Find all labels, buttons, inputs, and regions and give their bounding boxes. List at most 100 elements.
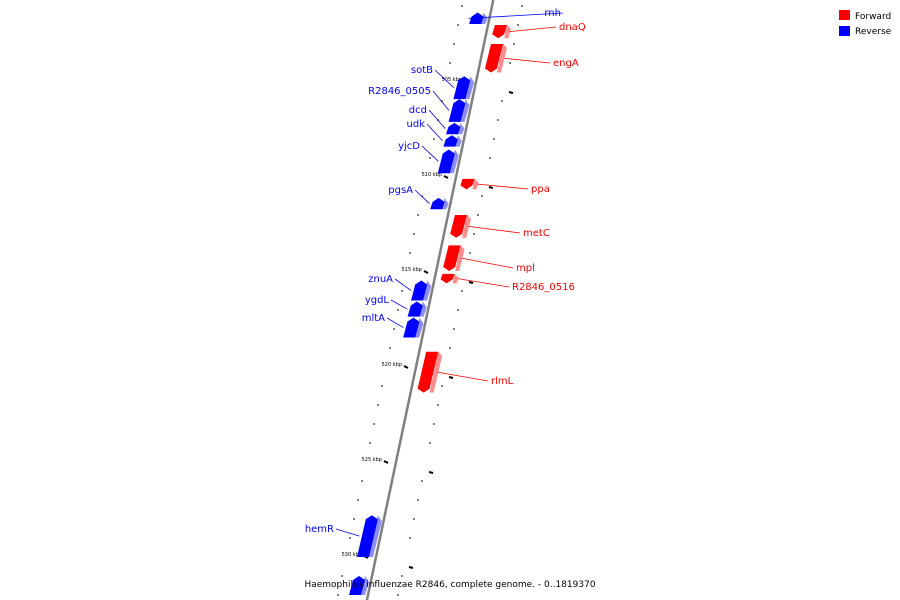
gene-label: ppa <box>531 184 550 195</box>
gene-block-side <box>449 149 459 174</box>
legend-forward-label: Forward <box>855 12 891 22</box>
gene-block-side <box>472 178 479 190</box>
gene-ygdL <box>407 301 427 317</box>
legend-reverse-swatch <box>839 26 850 36</box>
gene-label: mltA <box>362 313 385 324</box>
gene-block-side <box>369 515 382 557</box>
gene-block-side <box>455 245 465 272</box>
major-tick <box>468 281 474 284</box>
gene-block-side <box>462 215 472 238</box>
gene-block <box>450 215 468 238</box>
legend-forward-swatch <box>839 10 850 20</box>
tick-label: 510 kbp <box>422 172 442 178</box>
gene-block <box>349 576 366 595</box>
gene-block <box>437 149 455 174</box>
gene-label-leader <box>335 528 360 537</box>
gene-label-leader <box>434 69 455 88</box>
gene-ppa <box>460 178 479 190</box>
gene-label: udk <box>407 119 426 130</box>
gene-label: rnh <box>544 8 561 19</box>
gene-block-side <box>423 280 432 301</box>
gene-block <box>469 12 484 25</box>
gene-block <box>446 122 461 135</box>
gene-block <box>411 280 428 301</box>
major-tick <box>403 365 409 369</box>
tick-label: 505 kbp <box>442 77 462 83</box>
tick-label: 520 kbp <box>382 362 402 368</box>
gene-label-leader <box>386 317 404 328</box>
gene-R2846_0516 <box>440 273 459 284</box>
gene-label: yjcD <box>398 141 420 152</box>
major-tick <box>488 186 494 189</box>
genome-backbone <box>365 0 495 600</box>
gene-block-side <box>419 301 427 317</box>
legend: Forward Reverse <box>839 10 892 37</box>
gene-block <box>460 178 475 190</box>
gene-label-leader <box>468 12 564 19</box>
gene-pgsA <box>430 197 449 210</box>
gene-block-side <box>481 12 488 25</box>
minor-ticks <box>337 5 523 596</box>
gene-label-leader <box>509 26 557 33</box>
gene-block <box>448 99 466 122</box>
gene-hemR <box>357 515 382 557</box>
gene-label-leader <box>428 109 446 129</box>
gene-label-leader <box>461 257 514 269</box>
gene-label: znuA <box>368 274 393 285</box>
tick-label: 525 kbp <box>362 457 382 463</box>
gene-engA <box>484 44 507 73</box>
gene-label: dcd <box>409 105 427 116</box>
major-tick <box>443 175 449 179</box>
genome-caption: Haemophilus influenzae R2846, complete g… <box>304 580 595 590</box>
gene-metC <box>450 215 472 238</box>
gene-block <box>357 515 378 557</box>
gene-label-leader <box>477 183 529 190</box>
gene-label: hemR <box>305 524 334 535</box>
gene-block <box>484 44 503 73</box>
major-tick <box>508 91 514 94</box>
gene-label: ygdL <box>365 295 390 306</box>
gene-block-side <box>455 135 462 147</box>
gene-block-side <box>415 317 424 338</box>
gene-mpl <box>443 245 465 272</box>
gene-label: pgsA <box>388 185 413 196</box>
gene-block <box>440 273 455 284</box>
gene-block <box>430 197 445 210</box>
gene-label: sotB <box>411 65 433 76</box>
tick-label: 515 kbp <box>402 267 422 273</box>
gene-label: R2846_0505 <box>368 86 431 97</box>
gene-block <box>443 245 461 272</box>
gene-label: dnaQ <box>559 22 586 33</box>
gene-block-side <box>452 273 459 284</box>
gene-dnaQ <box>492 25 511 39</box>
gene-block <box>403 317 420 338</box>
gene-block <box>492 25 507 39</box>
gene-label-leader <box>414 189 430 204</box>
tick-label: 530 kbp <box>342 552 362 558</box>
gene-label: rlmL <box>491 376 514 387</box>
gene-sotB <box>453 76 475 100</box>
gene-block <box>407 301 423 317</box>
gene-block-side <box>361 576 370 595</box>
major-tick <box>408 566 414 569</box>
major-tick <box>428 471 434 474</box>
gene-udk <box>443 135 462 147</box>
gene-label-leader <box>503 57 551 64</box>
gene-label: metC <box>523 228 550 239</box>
gene-yjcD <box>437 149 459 174</box>
gene-unnamed-19 <box>349 576 370 595</box>
gene-label-leader <box>390 299 408 310</box>
gene-dcd <box>446 122 465 135</box>
major-tick <box>383 460 389 464</box>
gene-label-leader <box>457 278 510 288</box>
gene-znuA <box>411 280 432 301</box>
gene-block-side <box>496 44 507 73</box>
gene-label-leader <box>426 123 443 142</box>
gene-block <box>453 76 471 100</box>
gene-label-leader <box>421 145 439 162</box>
gene-block-side <box>458 122 465 135</box>
gene-label-leader <box>432 90 450 111</box>
gene-rnh <box>469 12 488 25</box>
gene-label: R2846_0516 <box>512 282 575 293</box>
